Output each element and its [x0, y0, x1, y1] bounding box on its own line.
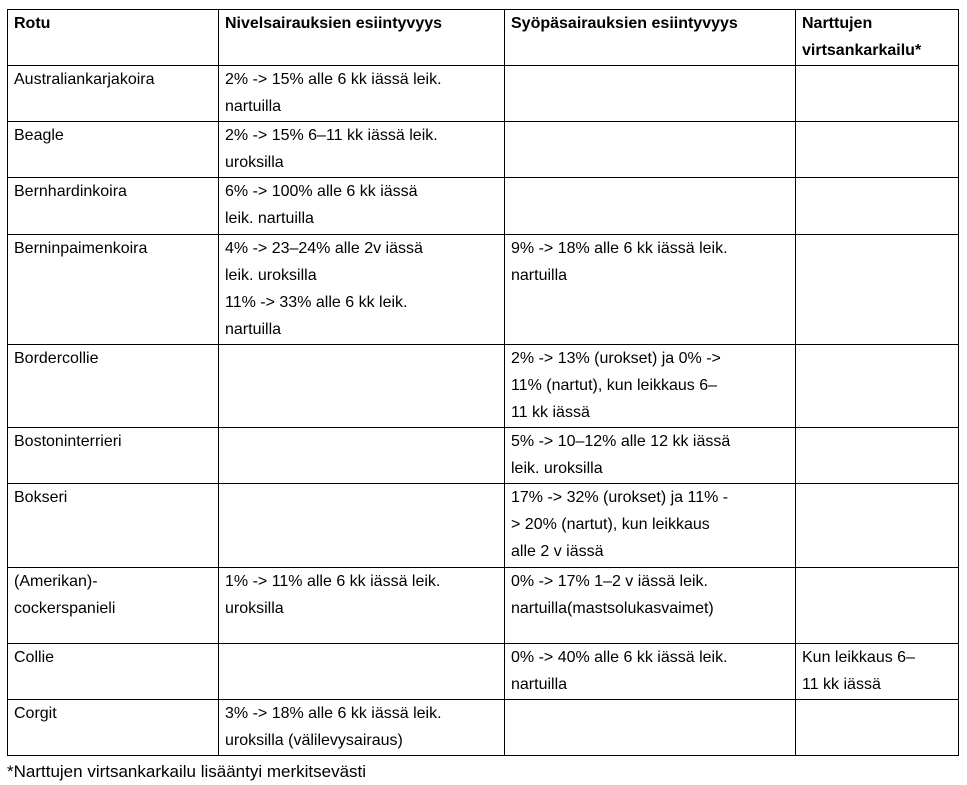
cell-cancer: 9% -> 18% alle 6 kk iässä leik. nartuill…	[504, 234, 796, 345]
cell-incontinence	[795, 121, 959, 178]
cell-incontinence	[795, 567, 959, 644]
cell-cancer: 5% -> 10–12% alle 12 kk iässä leik. urok…	[504, 427, 796, 484]
table-row: Bernhardinkoira 6% -> 100% alle 6 kk iäs…	[7, 177, 959, 235]
header-row: Rotu Nivelsairauksien esiintyvyys Syöpäs…	[7, 9, 959, 66]
cell-breed: (Amerikan)- cockerspanieli	[7, 567, 219, 644]
table-row: Australiankarjakoira 2% -> 15% alle 6 kk…	[7, 65, 959, 122]
cell-joint-disease	[218, 344, 505, 428]
column-header-incontinence: Narttujen virtsankarkailu*	[795, 9, 959, 66]
cell-incontinence	[795, 65, 959, 122]
table-row: Berninpaimenkoira 4% -> 23–24% alle 2v i…	[7, 234, 959, 345]
column-header-joint-disease: Nivelsairauksien esiintyvyys	[218, 9, 505, 66]
cell-cancer	[504, 177, 796, 235]
table-row: Bokseri 17% -> 32% (urokset) ja 11% - > …	[7, 483, 959, 568]
cell-joint-disease: 4% -> 23–24% alle 2v iässä leik. uroksil…	[218, 234, 505, 345]
cell-incontinence	[795, 483, 959, 568]
cell-breed: Collie	[7, 643, 219, 700]
cell-cancer: 17% -> 32% (urokset) ja 11% - > 20% (nar…	[504, 483, 796, 568]
cell-cancer: 0% -> 17% 1–2 v iässä leik. nartuilla(ma…	[504, 567, 796, 644]
table-row: Corgit 3% -> 18% alle 6 kk iässä leik. u…	[7, 699, 959, 756]
cell-breed: Bordercollie	[7, 344, 219, 428]
cell-cancer	[504, 121, 796, 178]
cell-joint-disease	[218, 483, 505, 568]
column-header-cancer: Syöpäsairauksien esiintyvyys	[504, 9, 796, 66]
cell-joint-disease: 1% -> 11% alle 6 kk iässä leik. uroksill…	[218, 567, 505, 644]
table-row: Beagle 2% -> 15% 6–11 kk iässä leik. uro…	[7, 121, 959, 178]
cell-incontinence	[795, 177, 959, 235]
cell-breed: Bokseri	[7, 483, 219, 568]
cell-joint-disease: 6% -> 100% alle 6 kk iässä leik. nartuil…	[218, 177, 505, 235]
cell-incontinence: Kun leikkaus 6– 11 kk iässä	[795, 643, 959, 700]
column-header-breed: Rotu	[7, 9, 219, 66]
table-header: Rotu Nivelsairauksien esiintyvyys Syöpäs…	[7, 9, 959, 66]
cell-joint-disease	[218, 643, 505, 700]
cell-breed: Corgit	[7, 699, 219, 756]
cell-cancer: 0% -> 40% alle 6 kk iässä leik. nartuill…	[504, 643, 796, 700]
cell-breed: Bostoninterrieri	[7, 427, 219, 484]
table-row: Bostoninterrieri 5% -> 10–12% alle 12 kk…	[7, 427, 959, 484]
cell-joint-disease: 2% -> 15% 6–11 kk iässä leik. uroksilla	[218, 121, 505, 178]
cell-breed: Berninpaimenkoira	[7, 234, 219, 345]
table-row: Bordercollie 2% -> 13% (urokset) ja 0% -…	[7, 344, 959, 428]
table-row: Collie 0% -> 40% alle 6 kk iässä leik. n…	[7, 643, 959, 700]
cell-breed: Beagle	[7, 121, 219, 178]
cell-breed: Australiankarjakoira	[7, 65, 219, 122]
cell-joint-disease	[218, 427, 505, 484]
cell-cancer: 2% -> 13% (urokset) ja 0% -> 11% (nartut…	[504, 344, 796, 428]
table-row: (Amerikan)- cockerspanieli 1% -> 11% all…	[7, 567, 959, 644]
breed-health-table: Rotu Nivelsairauksien esiintyvyys Syöpäs…	[7, 9, 959, 756]
cell-cancer	[504, 699, 796, 756]
cell-joint-disease: 3% -> 18% alle 6 kk iässä leik. uroksill…	[218, 699, 505, 756]
cell-cancer	[504, 65, 796, 122]
cell-incontinence	[795, 344, 959, 428]
cell-incontinence	[795, 234, 959, 345]
cell-breed: Bernhardinkoira	[7, 177, 219, 235]
footnote: *Narttujen virtsankarkailu lisääntyi mer…	[7, 762, 367, 781]
cell-joint-disease: 2% -> 15% alle 6 kk iässä leik. nartuill…	[218, 65, 505, 122]
cell-incontinence	[795, 699, 959, 756]
table-body: Australiankarjakoira 2% -> 15% alle 6 kk…	[7, 65, 959, 756]
cell-incontinence	[795, 427, 959, 484]
